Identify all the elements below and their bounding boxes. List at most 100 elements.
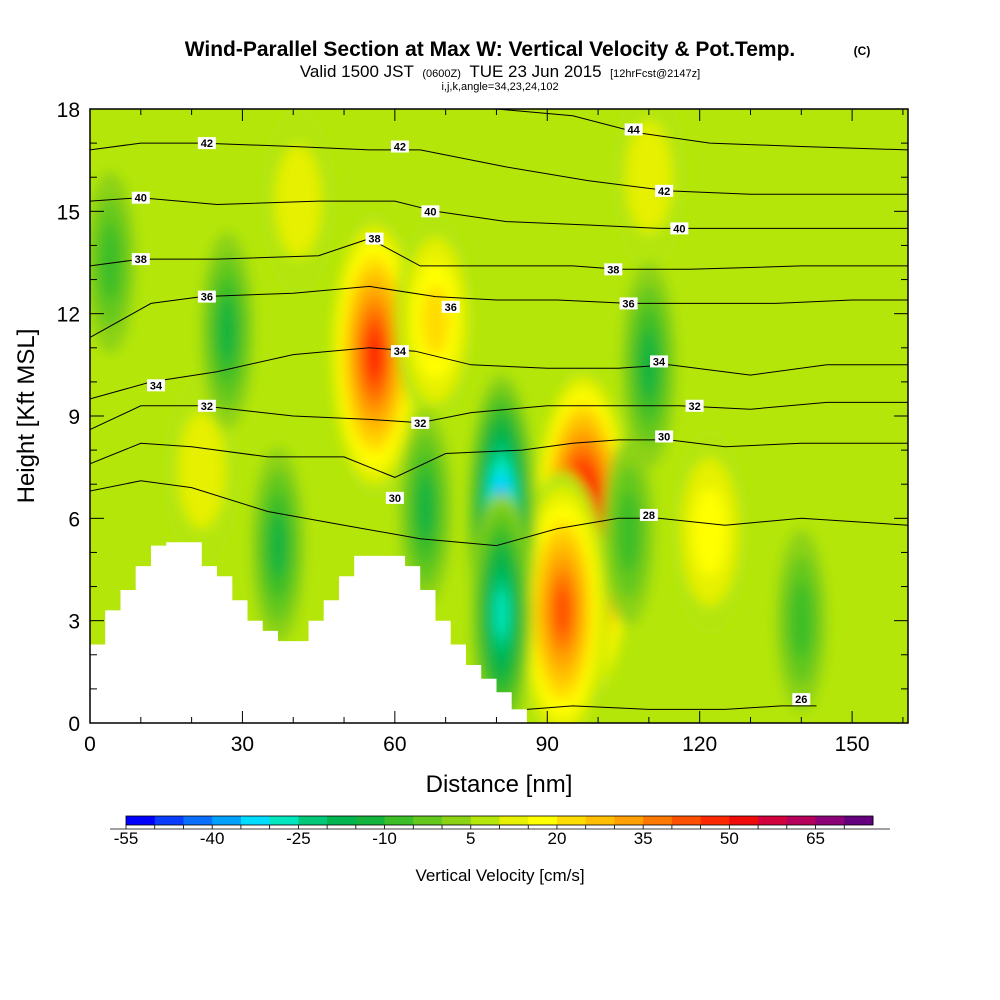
velocity-band [495,589,508,639]
title-valid-line: Valid 1500 JST (0600Z) TUE 23 Jun 2015 [… [300,62,700,81]
contour-label-box [421,205,440,218]
title-valid-utc: (0600Z) [422,68,461,80]
x-tick-label: 120 [682,733,717,756]
y-tick-label: 0 [68,713,80,736]
contour-label-text: 28 [643,510,655,522]
velocity-band [692,487,728,576]
contour-label: 38 [131,253,150,266]
downdraft-core [602,438,655,626]
colorbar-label: -55 [114,829,139,848]
title-valid-date: TUE 23 Jun 2015 [469,62,601,81]
velocity-band [790,581,813,660]
x-axis-title: Distance [nm] [426,771,573,798]
contour-label-text: 30 [658,431,670,443]
contour-label-box [385,491,404,504]
colorbar-swatch [614,816,644,825]
contour-label: 34 [390,345,409,358]
title-mark: (C) [854,44,871,58]
colorbar-label: 65 [806,829,825,848]
velocity-band [639,330,659,400]
colorbar-title: Vertical Velocity [cm/s] [415,866,584,885]
colorbar-swatch [269,816,299,825]
contour-label-box [650,355,669,368]
contour-label: 36 [441,300,460,314]
y-axis-title: Height [Kft MSL] [13,329,40,504]
contour-label: 34 [650,355,669,368]
y-tick-label: 12 [57,304,80,327]
colorbar-swatch [528,816,558,825]
colorbar-swatch [643,816,673,825]
colorbar-label: 35 [634,829,653,848]
contour-label-text: 32 [201,401,213,413]
colorbar-swatch [298,816,328,825]
downdraft-core [775,530,827,712]
contour-label-text: 42 [394,142,406,154]
contour-label-box [147,379,166,392]
contour-label: 36 [619,297,638,310]
contour-label: 26 [792,693,811,706]
downdraft-core [251,447,305,644]
contour-label-box [390,345,409,358]
x-tick-label: 30 [231,733,254,756]
contour-label: 36 [197,290,216,304]
y-tick-label: 18 [57,99,80,122]
isentrope-26 [526,705,817,710]
isentrope-38 [90,238,908,270]
colorbar-label: 5 [466,829,475,848]
isentrope-30 [90,439,908,478]
colorbar-swatch [585,816,615,825]
colorbar-swatch [815,816,845,825]
colorbar-swatch [154,816,184,825]
contour-label: 38 [365,232,384,246]
contour-label-text: 26 [795,694,807,706]
y-tick-label: 3 [68,611,80,634]
contour-label: 32 [685,399,704,413]
contour-label-box [365,232,384,245]
contour-label-box [390,140,409,153]
contour-label-text: 34 [394,346,407,358]
colorbar-swatch [212,816,242,825]
velocity-field [90,109,827,723]
x-tick-label: 150 [835,733,870,756]
velocity-band [625,121,673,234]
contour-label-box [131,253,150,266]
colorbar: -55 -40 -25 -10 5 20 35 50 65 Vertical Velocity … [110,815,890,885]
contour-label: 32 [197,399,216,413]
terrain-mask [90,542,527,723]
contour-label-text: 40 [424,206,436,218]
contour-label-text: 40 [135,193,147,205]
updraft-core [327,210,422,499]
title-valid-fcst: [12hrFcst@2147z] [610,68,700,80]
colorbar-swatch [327,816,357,825]
downdraft-core [200,232,254,429]
contour-label-box [655,184,674,197]
contour-label-text: 32 [414,418,426,430]
title-indices: i,j,k,angle=34,23,24,102 [441,81,558,93]
downdraft-core [398,410,453,607]
contour-label-box [792,693,811,706]
colorbar-swatch [729,816,759,825]
colorbar-swatch [758,816,788,825]
velocity-band [269,512,287,579]
colorbar-swatch [470,816,500,825]
y-tick-label: 6 [68,508,80,531]
x-tick-label: 0 [84,733,96,756]
velocity-band [421,285,450,356]
colorbar-label: 50 [720,829,739,848]
x-tick-label: 90 [536,733,559,756]
contour-label-box [670,222,689,235]
colorbar-label: -10 [372,829,397,848]
colorbar-label: -25 [286,829,311,848]
velocity-band [218,298,237,364]
contour-label-box [639,508,658,521]
velocity-cores [90,109,827,723]
isentrope-34 [90,347,908,400]
contour-label: 30 [655,430,674,443]
contour-label-text: 38 [368,234,380,246]
contour-label-text: 34 [653,356,666,368]
contour-label-text: 34 [150,380,163,392]
colorbar-swatch [499,816,529,825]
contour-label-text: 30 [389,493,401,505]
